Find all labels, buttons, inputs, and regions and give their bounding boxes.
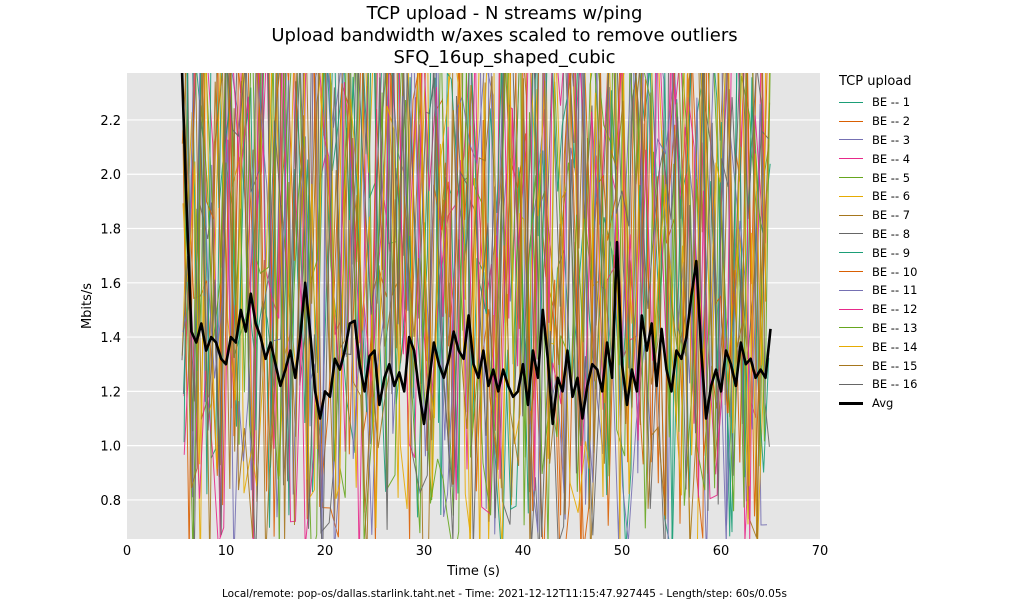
legend-line-icon [839, 195, 863, 197]
legend-item: BE -- 16 [834, 375, 917, 394]
chart-title-line2: Upload bandwidth w/axes scaled to remove… [271, 25, 738, 46]
legend-label: BE -- 13 [872, 320, 918, 335]
legend-line-icon [839, 233, 863, 235]
stream-line [181, 73, 770, 539]
y-tick-label: 1.4 [100, 331, 121, 346]
legend-label: BE -- 2 [872, 114, 911, 129]
legend-line-icon [839, 252, 863, 254]
legend-line-icon [839, 271, 863, 273]
avg-polyline [180, 73, 772, 426]
legend-item: BE -- 10 [834, 262, 917, 281]
legend-line-icon [839, 346, 863, 348]
legend-item: BE -- 3 [834, 131, 917, 150]
legend-line-icon [839, 308, 863, 310]
legend-label: BE -- 16 [872, 377, 918, 392]
legend-item: BE -- 13 [834, 319, 917, 338]
stream-line [182, 73, 771, 539]
footer-metadata: Local/remote: pop-os/dallas.starlink.tah… [222, 588, 787, 600]
x-tick-label: 10 [218, 544, 235, 559]
legend-label: BE -- 3 [872, 132, 911, 147]
legend-label: BE -- 12 [872, 302, 918, 317]
legend-line-icon [839, 158, 863, 160]
legend-title: TCP upload [839, 74, 912, 89]
legend-item: BE -- 2 [834, 112, 917, 131]
legend-item: BE -- 9 [834, 243, 917, 262]
legend-line-icon [839, 139, 863, 141]
x-tick-label: 30 [416, 544, 433, 559]
stream-lines [181, 73, 771, 539]
y-tick-label: 2.0 [100, 168, 121, 183]
stream-line [184, 73, 764, 539]
legend-items: BE -- 1 BE -- 2 BE -- 3 BE -- 4 BE -- 5 BE --… [834, 93, 917, 413]
legend-item: BE -- 15 [834, 356, 917, 375]
legend-line-icon [839, 214, 863, 216]
legend-label: BE -- 5 [872, 170, 911, 185]
legend-line-icon [839, 289, 863, 291]
y-axis-ticks: 0.8 1.0 1.2 1.4 1.6 1.8 2.0 2.2 [100, 114, 121, 509]
legend-item: BE -- 8 [834, 225, 917, 244]
legend-line-icon [839, 327, 863, 329]
legend-line-icon [839, 101, 863, 103]
x-tick-label: 0 [123, 544, 131, 559]
x-tick-label: 60 [713, 544, 730, 559]
legend-label: BE -- 8 [872, 226, 911, 241]
y-tick-label: 1.0 [100, 440, 121, 455]
legend-item: BE -- 7 [834, 206, 917, 225]
x-tick-label: 40 [515, 544, 532, 559]
legend-item: BE -- 6 [834, 187, 917, 206]
legend-item: BE -- 12 [834, 300, 917, 319]
y-tick-label: 1.2 [100, 385, 121, 400]
legend-label: BE -- 6 [872, 189, 911, 204]
x-tick-label: 50 [614, 544, 631, 559]
x-tick-label: 70 [812, 544, 829, 559]
chart-title-line1: TCP upload - N streams w/ping [366, 3, 643, 24]
legend-item: BE -- 11 [834, 281, 917, 300]
legend-label: Avg [872, 396, 894, 411]
stream-line [183, 73, 767, 539]
legend-label: BE -- 15 [872, 358, 918, 373]
avg-line [180, 73, 772, 426]
stream-line [182, 73, 765, 539]
legend-line-icon [839, 365, 863, 367]
legend-line-icon [839, 177, 863, 179]
legend-label: BE -- 4 [872, 151, 911, 166]
legend-line-icon [839, 120, 863, 122]
legend-label: BE -- 9 [872, 245, 911, 260]
y-tick-label: 1.6 [100, 277, 121, 292]
x-tick-label: 20 [317, 544, 334, 559]
legend-label: BE -- 1 [872, 95, 911, 110]
y-tick-label: 1.8 [100, 223, 121, 238]
legend-item: BE -- 1 [834, 93, 917, 112]
stream-line [186, 73, 768, 539]
y-axis-label: Mbits/s [80, 283, 95, 329]
legend-label: BE -- 11 [872, 283, 918, 298]
chart-title-line3: SFQ_16up_shaped_cubic [393, 47, 616, 68]
y-tick-label: 2.2 [100, 114, 121, 129]
legend-item: BE -- 14 [834, 337, 917, 356]
stream-line [182, 73, 767, 539]
legend-label: BE -- 10 [872, 264, 918, 279]
legend-line-icon [839, 401, 863, 405]
legend-label: BE -- 7 [872, 208, 911, 223]
x-axis-ticks: 0 10 20 30 40 50 60 70 [123, 544, 828, 559]
legend-item: BE -- 4 [834, 149, 917, 168]
legend-line-icon [839, 383, 863, 385]
legend-item: Avg [834, 394, 917, 413]
legend-item: BE -- 5 [834, 168, 917, 187]
y-tick-label: 0.8 [100, 494, 121, 509]
x-axis-label: Time (s) [446, 564, 500, 579]
legend-label: BE -- 14 [872, 339, 918, 354]
